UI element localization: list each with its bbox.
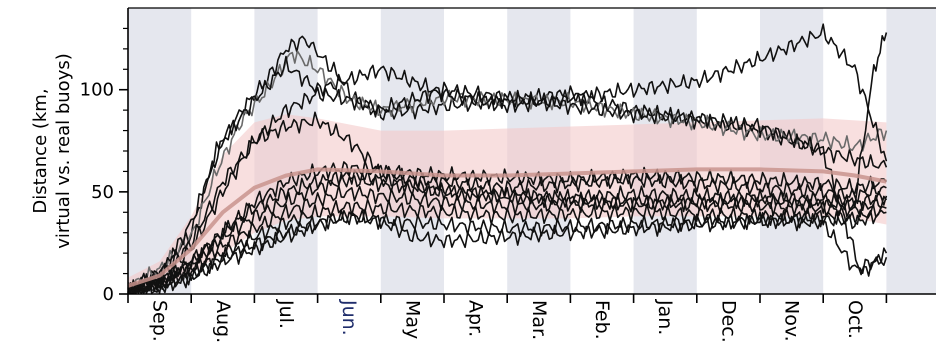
x-ticks: Sep. Aug. Jul. Jun. May Apr. Mar. Feb. Jan. Dec. N… bbox=[127, 294, 888, 343]
x-tick-label-7: Feb. bbox=[591, 300, 613, 340]
series-lines bbox=[127, 23, 888, 294]
y-tick-label-100: 100 bbox=[80, 80, 114, 101]
y-tick-label-50: 50 bbox=[91, 182, 114, 203]
series-line-8 bbox=[127, 208, 887, 294]
x-tick-label-2: Jul. bbox=[275, 299, 297, 329]
series-line-11 bbox=[127, 32, 888, 294]
x-tick-label-10: Nov. bbox=[781, 300, 803, 342]
x-tick-label-8: Jan. bbox=[654, 299, 676, 335]
series-line-9 bbox=[127, 209, 888, 294]
x-tick-label-9: Dec. bbox=[717, 300, 739, 343]
x-tick-label-0: Sep. bbox=[149, 300, 171, 342]
y-ticks: 0 50 100 bbox=[80, 27, 128, 305]
series-line-2 bbox=[127, 23, 888, 294]
x-tick-label-1: Aug. bbox=[212, 300, 234, 343]
series-line-7 bbox=[127, 198, 887, 294]
x-tick-label-5: Apr. bbox=[465, 300, 487, 337]
y-axis-label-line2: virtual vs. real buoys) bbox=[53, 53, 74, 248]
series-line-10 bbox=[127, 81, 888, 294]
x-tick-label-11: Oct. bbox=[844, 300, 866, 339]
x-tick-label-4: May bbox=[401, 300, 423, 339]
confidence-band bbox=[128, 114, 887, 292]
y-tick-label-0: 0 bbox=[103, 284, 114, 305]
y-axis-label-line1: Distance (km, bbox=[30, 88, 51, 213]
month-shade-6 bbox=[886, 8, 936, 294]
x-tick-label-6: Mar. bbox=[528, 300, 550, 340]
mean-line bbox=[127, 167, 887, 288]
x-tick-label-3: Jun. bbox=[338, 299, 360, 336]
